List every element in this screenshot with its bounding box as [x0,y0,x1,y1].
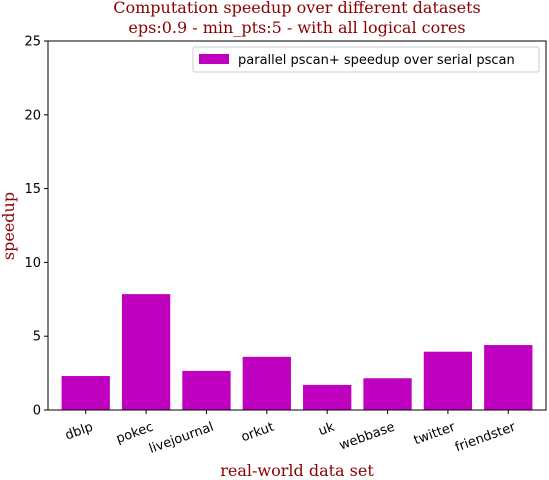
bar-orkut [242,356,291,410]
bar-group [61,294,533,410]
legend-label: parallel pscan+ speedup over serial psca… [238,53,515,68]
x-tick-label-webbase: webbase [337,420,397,454]
bar-livejournal [182,370,231,410]
x-axis-label: real-world data set [220,461,374,480]
bar-pokec [121,294,171,410]
y-tick-label-5: 5 [33,330,41,345]
bar-twitter [423,351,473,410]
y-tick-label-20: 20 [24,108,41,123]
bar-friendster [484,345,533,410]
legend-box [192,46,540,73]
legend-swatch [199,54,229,64]
x-tick-label-livejournal: livejournal [147,420,216,457]
chart-title-line-2: eps:0.9 - min_pts:5 - with all logical c… [128,18,465,37]
y-axis: 0 5 10 15 20 25 [24,35,48,419]
y-tick-label-15: 15 [24,182,41,197]
x-tick-label-dblp: dblp [63,420,95,444]
y-axis-label: speedup [0,192,18,260]
bar-uk [303,384,352,410]
y-tick-label-10: 10 [24,256,41,271]
y-tick-label-25: 25 [24,35,41,50]
x-tick-label-twitter: twitter [412,419,458,448]
legend: parallel pscan+ speedup over serial psca… [192,46,540,73]
x-tick-label-friendster: friendster [453,419,518,455]
y-tick-label-0: 0 [33,404,41,419]
x-tick-label-uk: uk [317,420,337,440]
x-tick-label-orkut: orkut [239,420,276,446]
plot-frame [47,40,547,411]
bar-webbase [363,378,412,410]
bar-dblp [61,376,110,410]
chart-title-line-1: Computation speedup over different datas… [113,0,480,17]
